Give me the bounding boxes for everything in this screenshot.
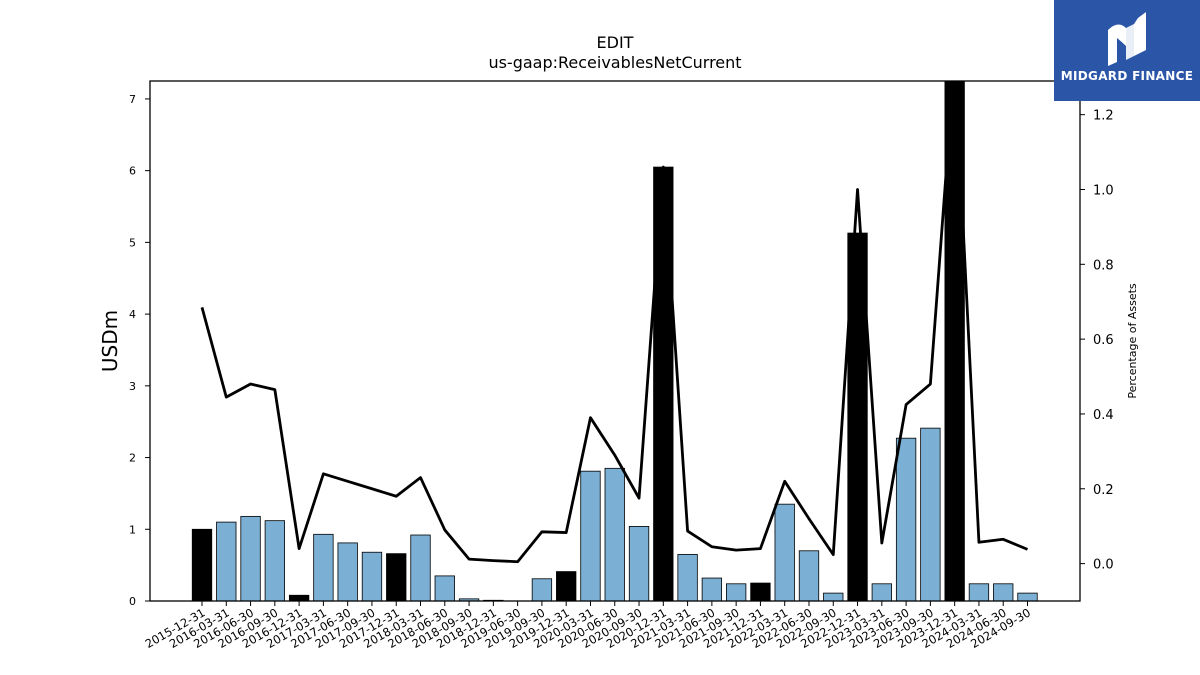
bar	[337, 542, 358, 601]
plot-area: 012345670.00.20.40.60.81.01.22015-12-312…	[129, 80, 1114, 651]
bar	[191, 528, 213, 601]
y-tick-label: 7	[129, 93, 136, 106]
bar	[628, 526, 650, 601]
bar	[677, 553, 698, 601]
bar-series	[191, 81, 1038, 601]
bar	[531, 578, 553, 601]
bar	[653, 166, 674, 601]
bar	[798, 550, 820, 601]
y2-tick-label: 1.2	[1093, 109, 1114, 124]
bar	[1017, 592, 1038, 601]
bar	[823, 592, 844, 601]
bar	[313, 533, 334, 601]
y2-tick-label: 0.4	[1093, 408, 1114, 423]
y-tick-label: 0	[129, 595, 136, 608]
bar	[410, 534, 431, 601]
bar	[701, 577, 723, 601]
bar	[240, 515, 261, 601]
bar	[264, 520, 285, 601]
bar	[920, 427, 941, 601]
bar	[434, 575, 455, 601]
bar	[216, 521, 237, 601]
y2-tick-label: 0.6	[1093, 333, 1114, 348]
logo-mark-icon	[1108, 12, 1146, 67]
chart-subtitle: us-gaap:ReceivablesNetCurrent	[488, 53, 741, 72]
logo-text: MIDGARD FINANCE	[1060, 69, 1194, 83]
bar	[580, 470, 601, 601]
y-tick-label: 4	[129, 308, 136, 321]
bar	[288, 594, 310, 601]
bar	[361, 551, 383, 601]
bar	[386, 553, 407, 601]
bar	[604, 467, 625, 601]
bar	[774, 503, 795, 601]
y2-tick-label: 0.2	[1093, 483, 1114, 498]
y2-tick-label: 1.0	[1093, 183, 1114, 198]
y2-tick-label: 0.0	[1093, 558, 1114, 573]
y-tick-label: 5	[129, 236, 136, 249]
percentage-line	[200, 81, 1029, 564]
y-tick-label: 1	[129, 523, 136, 536]
bar	[944, 81, 965, 601]
y2-axis-label: Percentage of Assets	[1126, 283, 1139, 399]
bar	[556, 571, 577, 601]
brand-logo: MIDGARD FINANCE	[1054, 0, 1200, 101]
bar	[726, 583, 747, 601]
chart-title: EDIT	[597, 33, 634, 52]
y-tick-label: 6	[129, 165, 136, 178]
bar	[847, 232, 868, 601]
y-tick-label: 3	[129, 380, 136, 393]
bar	[871, 583, 892, 601]
y-tick-label: 2	[129, 452, 136, 465]
y-axis-label: USDm	[98, 310, 122, 372]
bar	[750, 582, 771, 601]
y2-tick-label: 0.8	[1093, 258, 1114, 273]
bar	[993, 583, 1014, 601]
bar	[895, 437, 917, 601]
bar	[968, 583, 990, 601]
